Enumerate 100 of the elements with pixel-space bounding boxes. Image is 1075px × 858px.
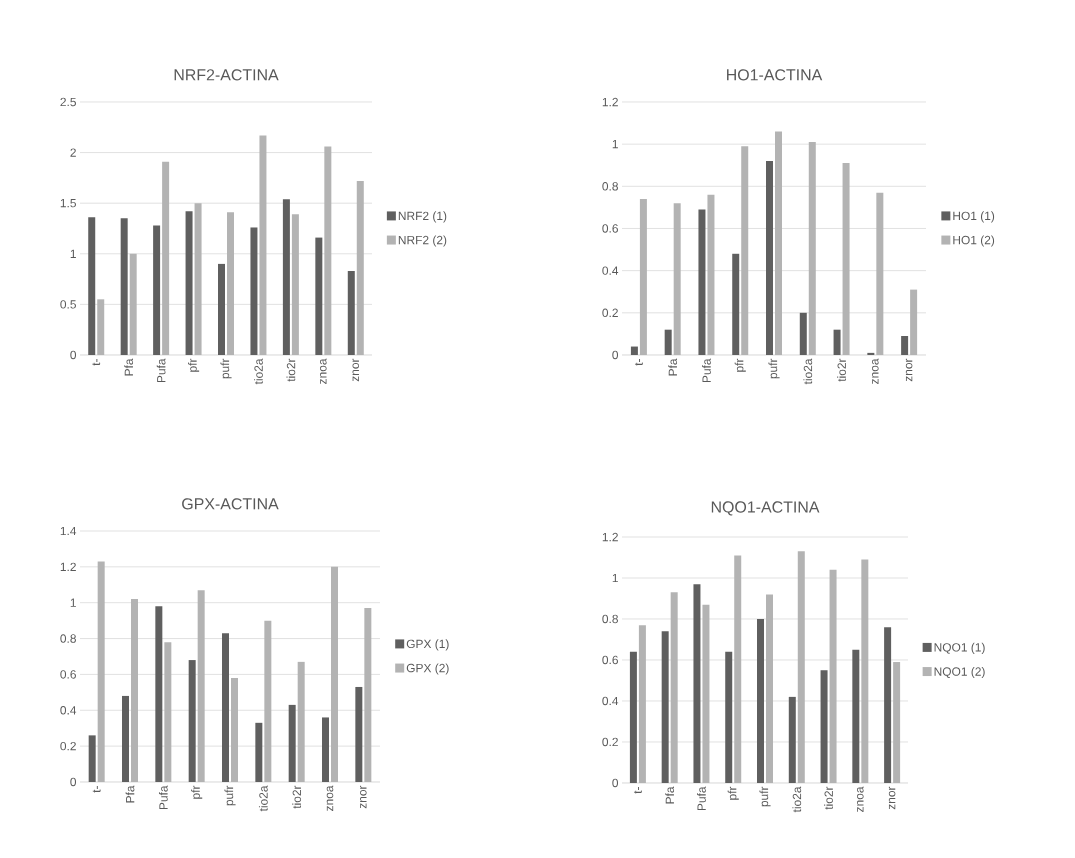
y-tick-label: 0.8 — [602, 614, 618, 624]
x-tick-label: tio2r — [824, 786, 833, 810]
y-tick-label: 0.8 — [60, 634, 76, 643]
bar — [188, 660, 196, 782]
bar — [741, 146, 749, 355]
bar — [222, 633, 230, 782]
legend-label: GPX (1) — [406, 639, 449, 651]
x-tick-label: pfr — [727, 786, 739, 800]
bar — [155, 606, 163, 782]
y-tick-label: 0.8 — [602, 182, 618, 191]
bar — [707, 194, 715, 355]
bar — [264, 620, 272, 782]
chart-title: NRF2-ACTINA — [174, 69, 279, 81]
y-tick-label: 0.2 — [60, 741, 76, 751]
legend-label: GPX (2) — [406, 663, 449, 675]
y-tick-label: 0.4 — [602, 696, 619, 706]
bar — [639, 198, 647, 355]
x-tick-label: znor — [360, 785, 367, 809]
legend-label: NQO1 (2) — [934, 666, 985, 679]
bar — [884, 627, 892, 783]
bar — [788, 696, 796, 783]
y-tick-label: 0 — [612, 350, 619, 360]
bar — [153, 225, 161, 355]
y-tick-label: 0 — [70, 777, 77, 787]
bar — [197, 590, 205, 782]
bar — [324, 146, 332, 355]
bar — [259, 135, 267, 355]
x-tick-label: znoa — [857, 786, 864, 812]
bar — [702, 604, 710, 783]
bar — [315, 237, 323, 355]
bar — [162, 161, 170, 355]
x-tick-label: Pufa — [697, 786, 706, 811]
bar — [218, 263, 226, 355]
y-tick-label: 2.5 — [60, 97, 76, 107]
x-tick-label: tio2r — [286, 358, 296, 382]
x-tick-label: tio2a — [254, 358, 263, 385]
bar — [131, 599, 139, 782]
y-tick-label: 1 — [612, 140, 618, 149]
legend-label: NQO1 (1) — [934, 642, 985, 654]
bar — [347, 270, 355, 355]
bar — [185, 211, 193, 355]
y-tick-label: 0.4 — [602, 266, 619, 275]
bar — [297, 661, 305, 782]
y-tick-label: 0.6 — [60, 670, 76, 679]
bar — [861, 559, 869, 783]
x-tick-label: pfr — [187, 358, 200, 372]
x-tick-label: tio2a — [258, 785, 268, 812]
bar — [893, 662, 901, 783]
x-tick-label: Pfa — [668, 358, 678, 376]
bar — [97, 561, 105, 782]
y-tick-label: 0.2 — [602, 308, 618, 318]
x-tick-label: Pfa — [125, 785, 135, 803]
x-tick-label: Pufa — [158, 785, 168, 810]
bar — [670, 592, 678, 783]
x-tick-label: tio2r — [837, 358, 846, 382]
y-tick-label: 1 — [612, 573, 618, 583]
x-tick-label: pfr — [191, 785, 203, 799]
x-tick-label: tio2a — [803, 358, 813, 385]
bar — [799, 312, 807, 355]
bar — [775, 131, 783, 355]
x-tick-label: Pfa — [665, 786, 675, 804]
y-tick-label: 0 — [70, 350, 77, 360]
x-tick-label: pufr — [224, 785, 236, 806]
x-tick-label: pfr — [734, 358, 746, 372]
y-tick-label: 1.5 — [60, 199, 76, 208]
y-tick-label: 1.2 — [602, 532, 618, 542]
legend-label: HO1 (1) — [953, 211, 995, 223]
bar — [227, 212, 235, 355]
x-tick-label: znoa — [872, 358, 879, 384]
bar — [732, 253, 740, 355]
y-tick-label: 1.2 — [60, 562, 76, 572]
bar — [766, 161, 774, 355]
bar — [757, 618, 765, 783]
bar — [250, 227, 258, 355]
bar — [364, 608, 372, 782]
x-tick-label: t- — [92, 786, 101, 793]
bar — [725, 651, 733, 783]
bar — [698, 209, 706, 355]
bar — [901, 336, 909, 355]
bar — [910, 289, 918, 355]
bar — [693, 584, 701, 783]
x-tick-label: t- — [633, 787, 642, 794]
bar — [164, 642, 172, 782]
bar — [734, 555, 742, 783]
x-tick-label: pufr — [768, 358, 780, 379]
bar — [122, 695, 130, 782]
y-tick-label: 1 — [70, 249, 76, 258]
bar — [120, 218, 128, 355]
y-tick-label: 0.6 — [602, 655, 618, 665]
y-tick-label: 0.5 — [60, 300, 76, 309]
y-tick-label: 0.6 — [602, 224, 618, 233]
x-tick-label: tio2r — [292, 785, 302, 809]
bar — [876, 192, 884, 355]
bar — [833, 329, 841, 355]
y-tick-label: 1 — [70, 598, 76, 607]
bar — [629, 651, 637, 783]
y-tick-label: 0.4 — [60, 706, 77, 715]
bar — [355, 686, 363, 782]
x-tick-label: znor — [905, 358, 913, 382]
bar — [673, 203, 681, 355]
